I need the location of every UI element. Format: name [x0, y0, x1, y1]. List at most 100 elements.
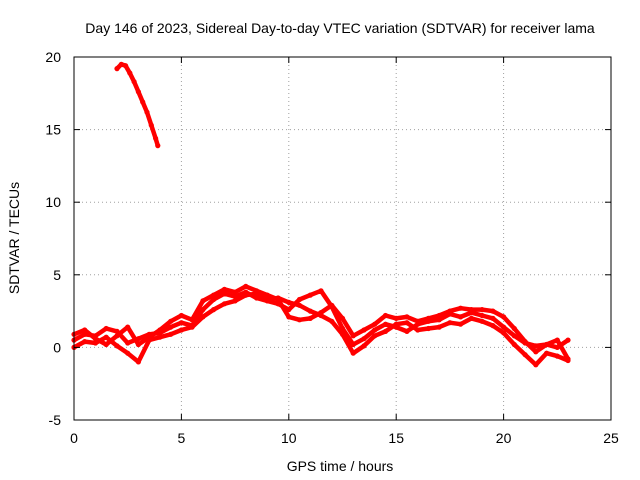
data-point	[114, 333, 120, 339]
data-point	[361, 336, 367, 342]
data-point	[350, 341, 356, 348]
data-point	[189, 317, 195, 323]
x-tick-label: 10	[281, 430, 297, 446]
data-point	[425, 325, 431, 332]
data-point	[118, 61, 124, 67]
grid-lines	[74, 57, 611, 420]
data-series	[71, 61, 571, 368]
data-point	[307, 308, 313, 314]
series-line-4	[71, 284, 571, 362]
data-point	[436, 324, 442, 330]
data-point	[511, 341, 517, 348]
data-point	[458, 305, 464, 311]
data-point	[168, 331, 174, 337]
data-point	[114, 66, 120, 72]
data-point	[82, 339, 88, 345]
data-point	[264, 296, 270, 303]
data-point	[350, 333, 356, 339]
data-point	[522, 339, 528, 345]
data-point	[511, 333, 517, 339]
data-point	[144, 109, 150, 115]
data-point	[178, 320, 184, 326]
x-axis-label: GPS time / hours	[287, 458, 394, 474]
data-point	[125, 324, 131, 330]
data-point	[501, 324, 507, 330]
data-point	[211, 307, 217, 313]
data-point	[157, 327, 163, 333]
data-point	[372, 333, 378, 339]
data-point	[554, 353, 560, 359]
data-point	[221, 286, 227, 292]
data-point	[447, 320, 453, 326]
data-point	[479, 318, 485, 324]
data-point	[533, 343, 539, 349]
data-point	[296, 302, 303, 308]
data-point	[329, 318, 335, 324]
data-point	[155, 143, 161, 149]
y-tick-label: 10	[45, 194, 61, 210]
data-point	[393, 315, 399, 321]
data-point	[264, 292, 270, 298]
data-point	[533, 362, 539, 368]
x-tick-label: 5	[178, 430, 186, 446]
y-tick-label: 0	[53, 339, 61, 355]
data-point	[393, 321, 399, 327]
data-point	[458, 321, 464, 327]
data-point	[140, 99, 146, 105]
data-point	[131, 79, 137, 85]
data-point	[361, 327, 367, 333]
data-point	[339, 315, 346, 321]
data-point	[178, 327, 184, 333]
data-point	[404, 314, 410, 320]
data-point	[200, 314, 206, 320]
data-point	[307, 292, 313, 298]
plot-frame	[73, 56, 612, 421]
data-point	[468, 307, 474, 313]
data-point	[382, 321, 389, 327]
data-point	[103, 341, 109, 348]
data-point	[350, 350, 356, 356]
data-point	[415, 327, 421, 333]
y-tick-label: 5	[53, 267, 61, 283]
data-point	[565, 356, 571, 362]
x-tick-label: 20	[496, 430, 512, 446]
data-point	[232, 298, 238, 304]
data-point	[511, 325, 517, 332]
data-point	[243, 283, 249, 289]
data-point	[103, 334, 109, 340]
data-point	[544, 341, 550, 348]
data-point	[135, 341, 141, 348]
data-point	[372, 327, 378, 333]
data-point	[361, 343, 367, 349]
data-point	[382, 312, 389, 319]
data-point	[490, 323, 496, 329]
data-point	[436, 317, 442, 323]
data-point	[522, 352, 528, 358]
data-point	[114, 343, 120, 349]
data-point	[221, 301, 227, 307]
series-line-3	[71, 291, 571, 368]
data-point	[565, 337, 571, 343]
data-point	[157, 334, 163, 340]
data-point	[275, 296, 281, 303]
chart-title: Day 146 of 2023, Sidereal Day-to-day VTE…	[85, 20, 595, 36]
data-point	[490, 315, 496, 321]
data-point	[254, 288, 260, 294]
y-tick-label: 15	[45, 122, 61, 138]
data-point	[82, 327, 88, 333]
data-point	[458, 314, 464, 320]
x-tick-label: 0	[70, 430, 78, 446]
data-point	[468, 315, 474, 321]
series-line-1	[114, 62, 161, 148]
data-point	[153, 135, 159, 141]
data-point	[123, 63, 129, 69]
data-point	[501, 330, 507, 336]
data-point	[146, 334, 152, 340]
data-point	[404, 320, 410, 326]
data-point	[232, 289, 238, 295]
data-point	[178, 312, 184, 319]
data-point	[286, 299, 292, 305]
data-point	[127, 70, 133, 76]
axis-ticks: 0 5 10 15 20 25 -5 0 5 10 15 20	[45, 49, 619, 446]
